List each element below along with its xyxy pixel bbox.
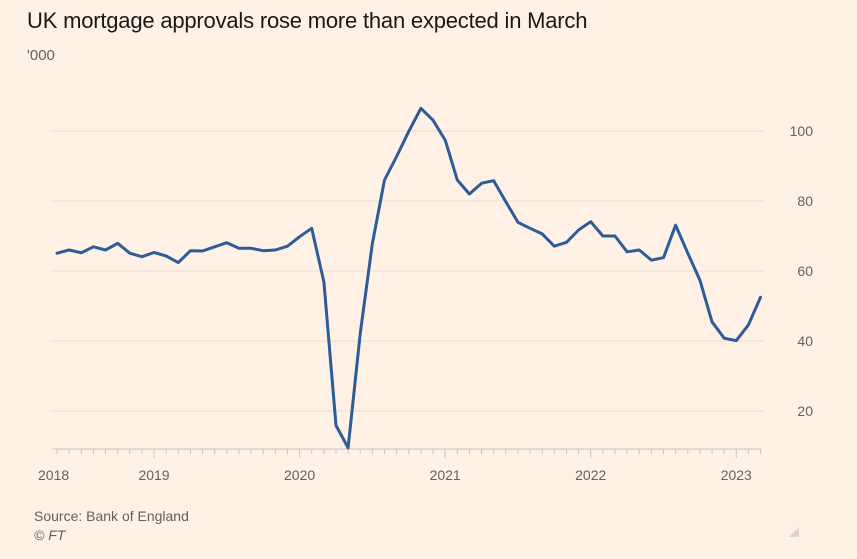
x-tick-label: 2022 [575, 467, 606, 483]
y-tick-label: 40 [797, 333, 813, 349]
copyright-note: © FT [34, 527, 66, 543]
resize-grip-icon[interactable] [789, 527, 799, 537]
x-tick-label: 2020 [284, 467, 315, 483]
y-axis-labels: 20 40 60 80 100 [790, 123, 814, 419]
x-tick-label: 2019 [138, 467, 169, 483]
y-tick-label: 80 [797, 193, 813, 209]
x-tick-label: 2018 [38, 467, 69, 483]
chart-title: UK mortgage approvals rose more than exp… [27, 8, 588, 33]
y-tick-label: 20 [797, 403, 813, 419]
x-axis-labels: 2018 2019 2020 2021 2022 2023 [38, 467, 752, 483]
source-note: Source: Bank of England [34, 508, 189, 524]
series-line-0 [55, 106, 762, 450]
y-tick-label: 100 [790, 123, 814, 139]
x-tick-label: 2021 [430, 467, 461, 483]
x-axis [52, 448, 762, 458]
series-group [55, 106, 762, 450]
x-tick-label: 2023 [721, 467, 752, 483]
y-tick-label: 60 [797, 263, 813, 279]
gridlines [50, 130, 764, 412]
y-axis-unit-label: '000 [27, 47, 55, 64]
